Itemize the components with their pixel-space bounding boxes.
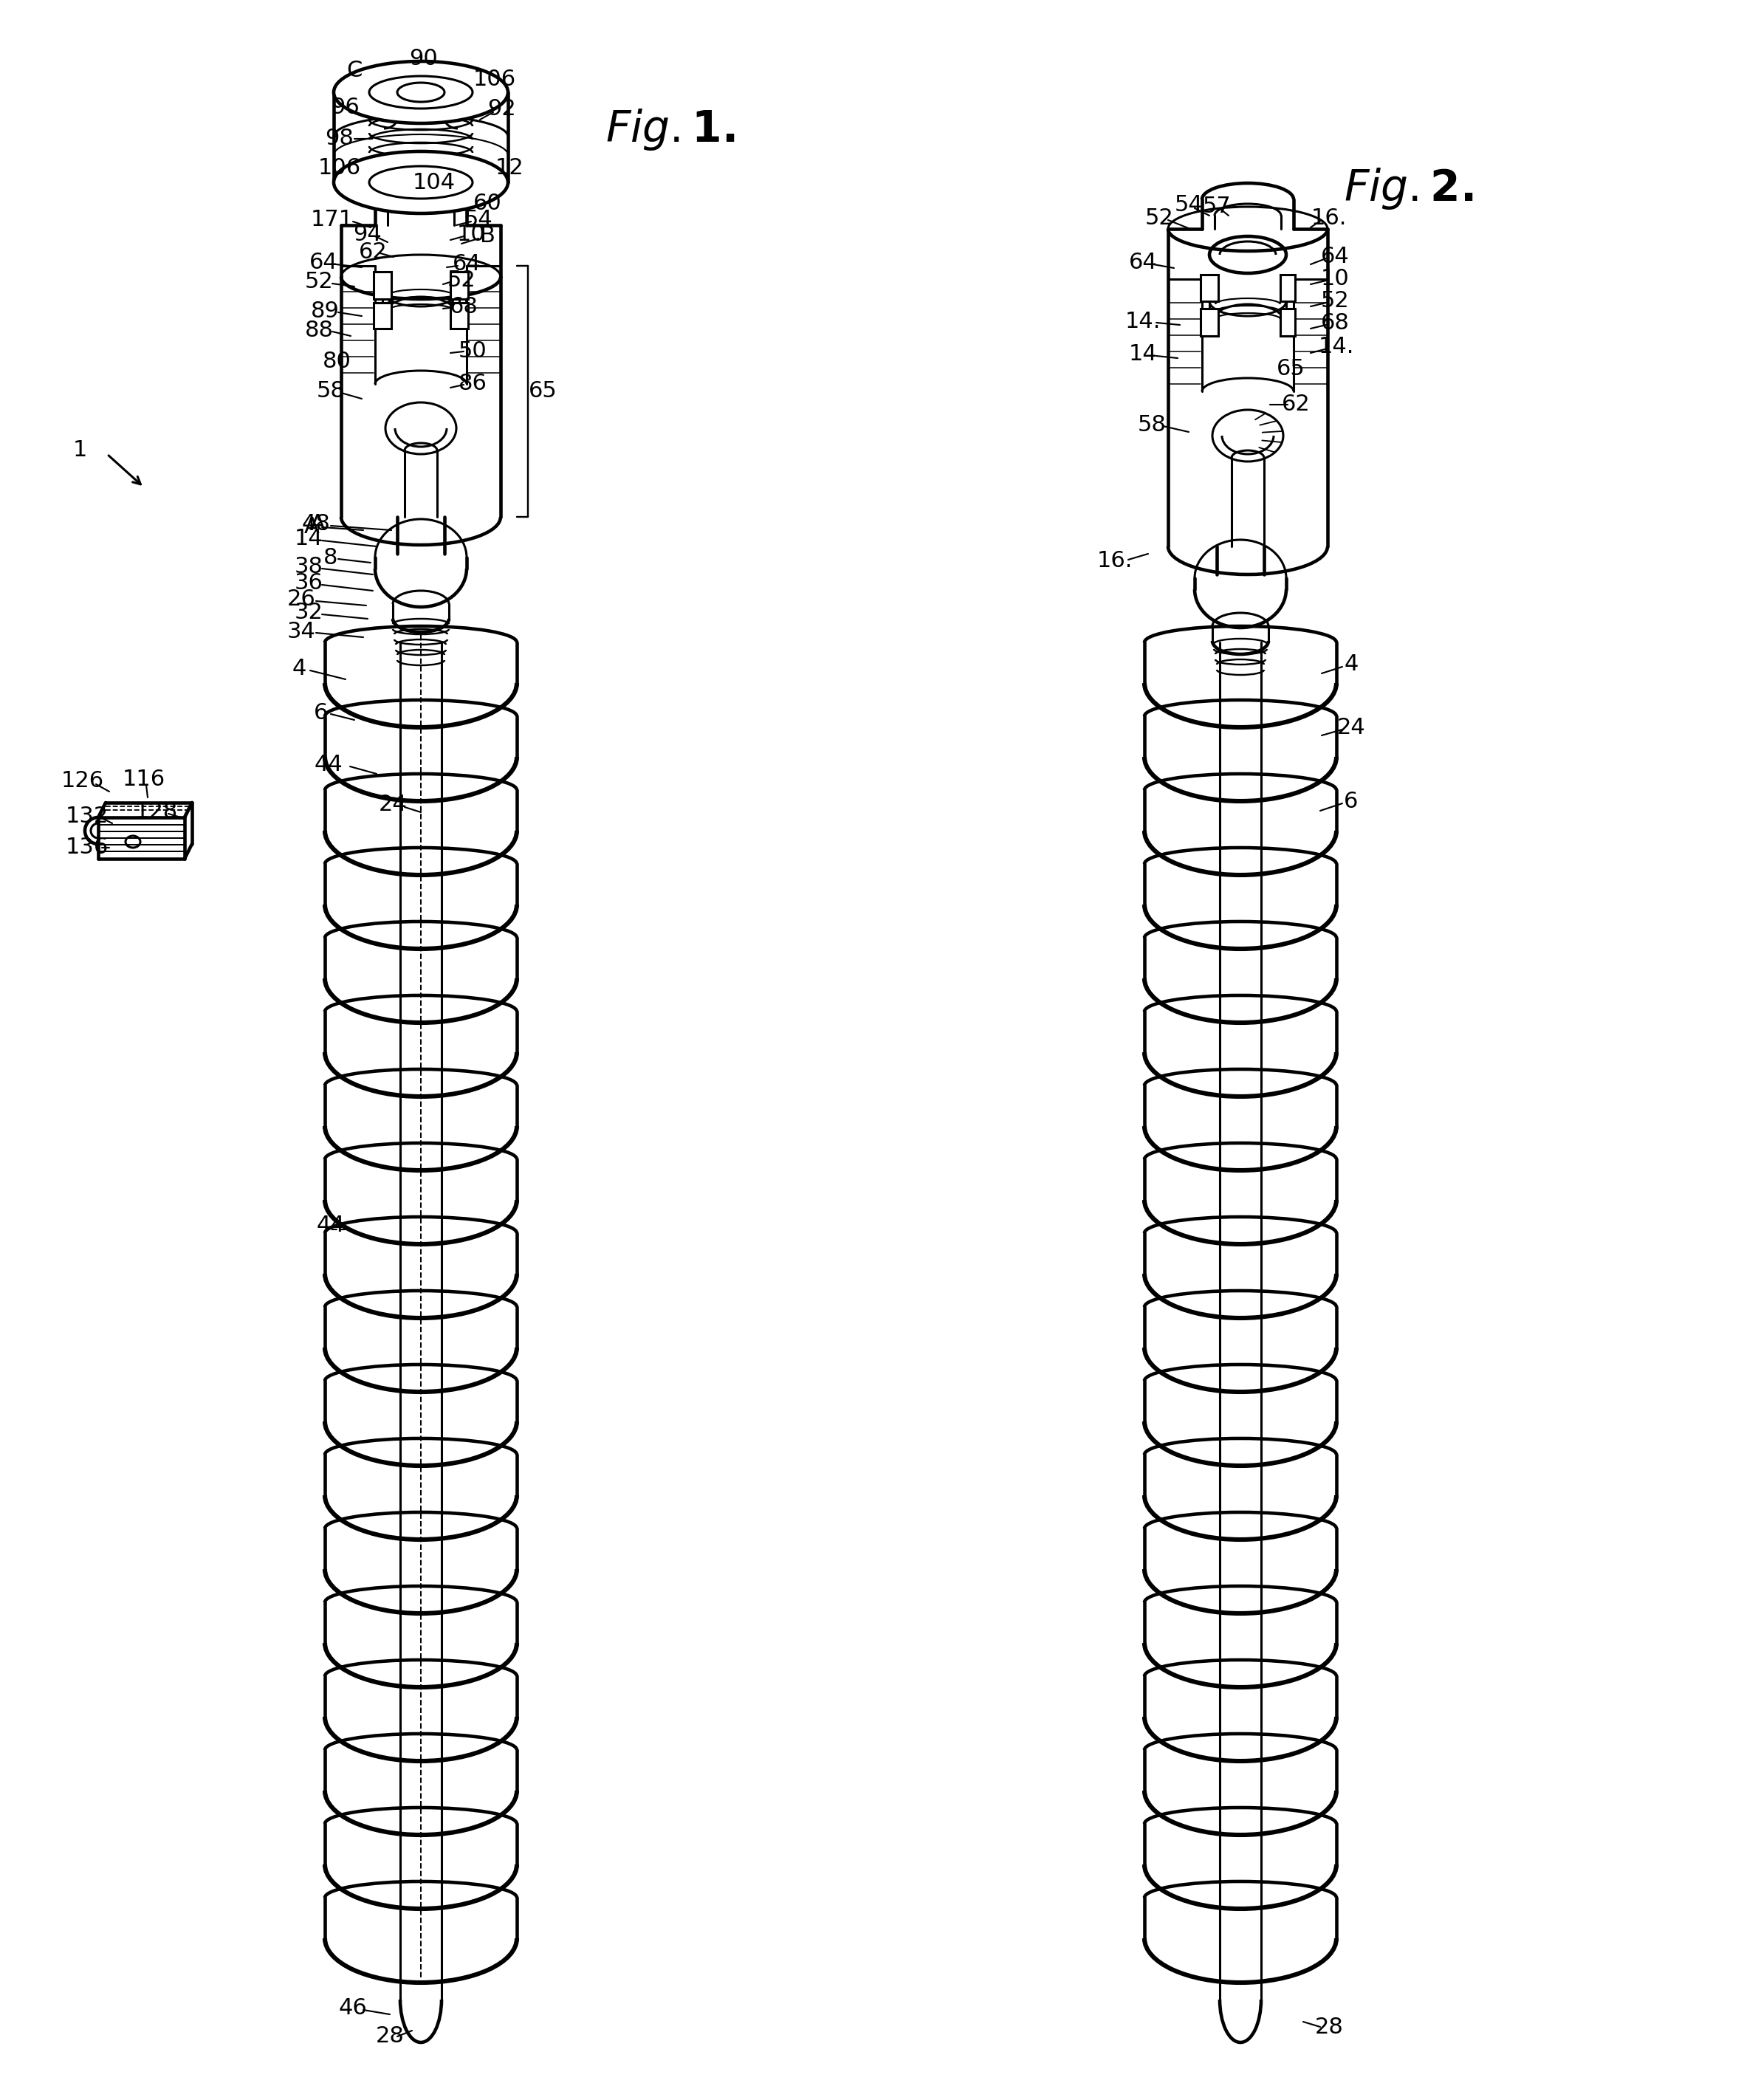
Text: 50: 50 (459, 340, 487, 361)
Text: 88: 88 (304, 319, 334, 342)
Bar (1201, 275, 1218, 300)
Text: 14.: 14. (1125, 311, 1160, 332)
Text: 106: 106 (318, 157, 360, 178)
Text: 6: 6 (315, 701, 329, 722)
Ellipse shape (334, 151, 508, 214)
Text: 32: 32 (294, 603, 323, 624)
Text: 12: 12 (496, 157, 524, 178)
Text: 8: 8 (323, 546, 338, 569)
Text: A: A (304, 517, 320, 538)
Text: 14.: 14. (1318, 336, 1354, 357)
Text: 6: 6 (1345, 790, 1359, 813)
Bar (374, 271, 392, 298)
Text: 44: 44 (315, 754, 343, 775)
Text: 171: 171 (311, 210, 353, 231)
Ellipse shape (397, 82, 445, 103)
Text: 106: 106 (473, 69, 517, 90)
Text: 4: 4 (1345, 653, 1359, 676)
Text: 92: 92 (487, 99, 517, 120)
Text: 52: 52 (1320, 290, 1348, 313)
Text: 60: 60 (473, 193, 501, 214)
Text: 128: 128 (135, 802, 178, 823)
Text: 14: 14 (1129, 344, 1157, 365)
Text: 54: 54 (464, 210, 492, 231)
Text: 10: 10 (457, 225, 485, 246)
Ellipse shape (369, 166, 473, 200)
Text: 26: 26 (287, 588, 315, 611)
Text: 24: 24 (1336, 716, 1366, 737)
Text: 68: 68 (450, 296, 478, 317)
Text: 58: 58 (316, 380, 345, 401)
Bar (1280, 275, 1296, 300)
Text: 57: 57 (1202, 195, 1231, 218)
Text: 48: 48 (302, 514, 331, 536)
Bar (450, 302, 468, 328)
Text: 64: 64 (1129, 252, 1157, 273)
Bar (1201, 309, 1218, 336)
Text: 38: 38 (294, 556, 323, 578)
Text: 10: 10 (1320, 269, 1348, 290)
Text: 4: 4 (292, 657, 306, 678)
Text: $\mathbf{\mathit{Fig.}}$$\mathbf{1.}$: $\mathbf{\mathit{Fig.}}$$\mathbf{1.}$ (605, 107, 735, 151)
Text: 1: 1 (72, 439, 86, 462)
Text: 86: 86 (459, 374, 487, 395)
Text: 65: 65 (529, 380, 557, 401)
Text: 28: 28 (1315, 2016, 1343, 2037)
Text: 14: 14 (294, 529, 323, 550)
Text: 96: 96 (331, 97, 360, 118)
Text: 52: 52 (447, 271, 476, 292)
Text: 36: 36 (294, 573, 323, 594)
Text: 28: 28 (376, 2026, 404, 2048)
Text: 62: 62 (359, 242, 387, 262)
Text: 64: 64 (452, 254, 482, 275)
Text: 90: 90 (410, 48, 438, 69)
Bar (374, 302, 392, 328)
Text: 98: 98 (325, 128, 353, 149)
Text: 46: 46 (339, 1997, 367, 2018)
Text: $\mathbf{\mathit{Fig.}}$$\mathbf{2.}$: $\mathbf{\mathit{Fig.}}$$\mathbf{2.}$ (1343, 166, 1473, 210)
Text: 34: 34 (287, 622, 316, 643)
Text: 65: 65 (1276, 359, 1304, 380)
Text: 24: 24 (378, 794, 408, 815)
Text: 132: 132 (65, 804, 109, 827)
Bar (450, 271, 468, 298)
Text: 64: 64 (1320, 246, 1348, 267)
Text: A: A (309, 514, 325, 536)
Bar (1280, 309, 1296, 336)
Ellipse shape (334, 61, 508, 124)
Text: 16.: 16. (1311, 208, 1347, 229)
Text: 64: 64 (309, 252, 338, 273)
Text: 58: 58 (1137, 414, 1166, 435)
Text: 62: 62 (1282, 395, 1310, 416)
Text: C: C (346, 59, 362, 82)
Text: 52: 52 (304, 271, 334, 292)
Text: 68: 68 (1320, 313, 1350, 334)
Text: 126: 126 (62, 771, 104, 792)
Text: 52: 52 (1144, 208, 1174, 229)
Text: 89: 89 (311, 300, 339, 321)
Ellipse shape (369, 76, 473, 109)
Text: 104: 104 (413, 172, 455, 193)
Text: 136: 136 (65, 838, 109, 859)
Text: 94: 94 (353, 225, 381, 246)
Text: 80: 80 (322, 351, 352, 372)
Text: B: B (480, 225, 496, 248)
Text: 54: 54 (1174, 195, 1202, 216)
Text: 116: 116 (123, 769, 165, 790)
Text: 16.: 16. (1097, 550, 1132, 571)
Text: 44: 44 (316, 1216, 345, 1237)
